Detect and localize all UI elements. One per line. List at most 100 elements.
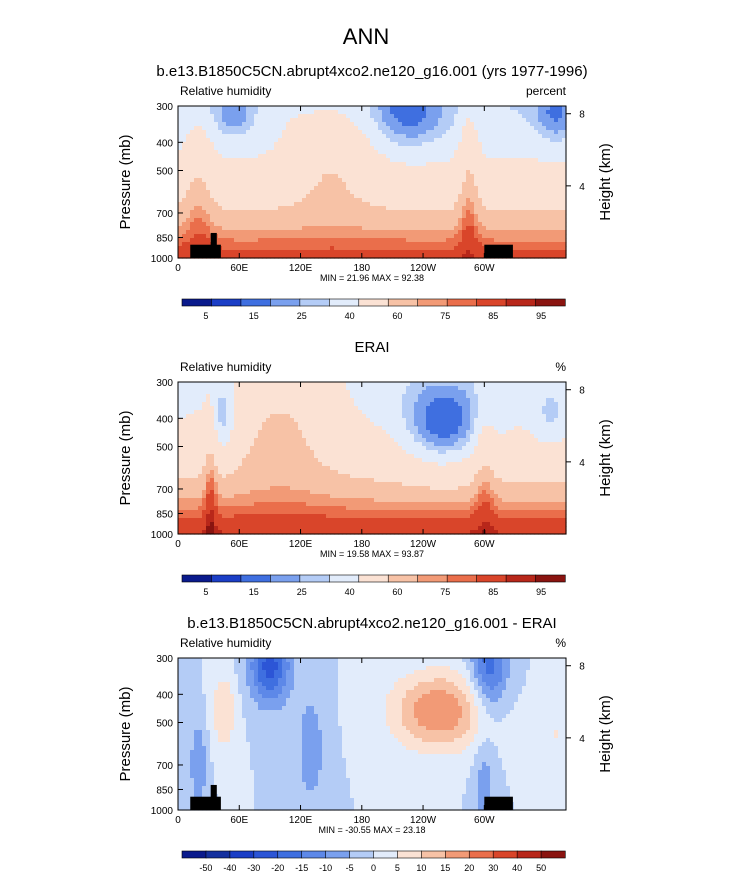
heatmap-cell	[250, 430, 255, 435]
heatmap-cell	[342, 182, 347, 187]
heatmap-cell	[430, 230, 435, 235]
heatmap-cell	[238, 146, 243, 151]
heatmap-cell	[554, 178, 559, 183]
heatmap-cell	[394, 110, 399, 115]
heatmap-cell	[358, 402, 363, 407]
heatmap-cell	[530, 210, 535, 215]
heatmap-cell	[378, 430, 383, 435]
heatmap-cell	[362, 186, 367, 191]
heatmap-cell	[342, 138, 347, 143]
heatmap-cell	[374, 194, 379, 199]
heatmap-cell	[366, 138, 371, 143]
heatmap-cell	[458, 150, 463, 155]
heatmap-cell	[290, 206, 295, 211]
heatmap-cell	[182, 418, 187, 423]
heatmap-cell	[410, 398, 415, 403]
heatmap-cell	[206, 402, 211, 407]
heatmap-cell	[418, 242, 423, 247]
heatmap-cell	[422, 142, 427, 147]
heatmap-cell	[466, 394, 471, 399]
heatmap-cell	[282, 166, 287, 171]
heatmap-cell	[186, 178, 191, 183]
heatmap-cell	[370, 130, 375, 135]
heatmap-cell	[534, 394, 539, 399]
heatmap-cell	[562, 414, 567, 419]
heatmap-cell	[514, 406, 519, 411]
heatmap-cell	[322, 202, 327, 207]
heatmap-cell	[298, 166, 303, 171]
heatmap-cell	[550, 110, 555, 115]
heatmap-cell	[218, 182, 223, 187]
heatmap-cell	[238, 158, 243, 163]
heatmap-cell	[434, 130, 439, 135]
heatmap-cell	[294, 430, 299, 435]
heatmap-cell	[466, 194, 471, 199]
heatmap-cell	[374, 426, 379, 431]
heatmap-cell	[186, 426, 191, 431]
heatmap-cell	[490, 142, 495, 147]
heatmap-cell	[390, 106, 395, 111]
heatmap-cell	[338, 178, 343, 183]
heatmap-cell	[502, 218, 507, 223]
heatmap-cell	[418, 390, 423, 395]
heatmap-cell	[186, 226, 191, 231]
heatmap-cell	[230, 410, 235, 415]
heatmap-cell	[382, 134, 387, 139]
heatmap-cell	[362, 130, 367, 135]
heatmap-cell	[502, 142, 507, 147]
heatmap-cell	[202, 114, 207, 119]
heatmap-cell	[210, 222, 215, 227]
heatmap-cell	[254, 142, 259, 147]
heatmap-cell	[306, 182, 311, 187]
heatmap-cell	[494, 390, 499, 395]
heatmap-cell	[250, 230, 255, 235]
heatmap-cell	[358, 162, 363, 167]
heatmap-cell	[186, 406, 191, 411]
heatmap-cell	[290, 110, 295, 115]
heatmap-cell	[274, 106, 279, 111]
heatmap-cell	[246, 158, 251, 163]
heatmap-cell	[226, 414, 231, 419]
heatmap-cell	[354, 402, 359, 407]
heatmap-cell	[418, 206, 423, 211]
heatmap-cell	[254, 230, 259, 235]
panel-title: ERAI	[354, 339, 389, 356]
heatmap-cell	[502, 134, 507, 139]
heatmap-cell	[554, 162, 559, 167]
heatmap-cell	[190, 122, 195, 127]
heatmap-cell	[346, 150, 351, 155]
heatmap-cell	[478, 202, 483, 207]
heatmap-cell	[506, 390, 511, 395]
heatmap-cell	[538, 118, 543, 123]
heatmap-cell	[326, 134, 331, 139]
heatmap-cell	[262, 226, 267, 231]
colorbar-label: 60	[392, 311, 402, 321]
heatmap-cell	[290, 418, 295, 423]
heatmap-cell	[314, 206, 319, 211]
heatmap-cell	[398, 222, 403, 227]
heatmap-cell	[290, 130, 295, 135]
heatmap-cell	[258, 230, 263, 235]
heatmap-cell	[550, 390, 555, 395]
heatmap-cell	[546, 122, 551, 127]
heatmap-cell	[310, 214, 315, 219]
heatmap-cell	[310, 210, 315, 215]
heatmap-cell	[422, 182, 427, 187]
heatmap-cell	[218, 178, 223, 183]
heatmap-cell	[282, 114, 287, 119]
heatmap-cell	[298, 250, 303, 255]
heatmap-cell	[346, 162, 351, 167]
heatmap-cell	[558, 254, 563, 259]
heatmap-cell	[246, 210, 251, 215]
heatmap-cell	[218, 162, 223, 167]
heatmap-cell	[550, 170, 555, 175]
heatmap-cell	[394, 206, 399, 211]
heatmap-cell	[482, 162, 487, 167]
heatmap-cell	[350, 230, 355, 235]
heatmap-cell	[322, 222, 327, 227]
heatmap-cell	[558, 410, 563, 415]
heatmap-cell	[374, 210, 379, 215]
heatmap-cell	[542, 174, 547, 179]
heatmap-cell	[486, 170, 491, 175]
